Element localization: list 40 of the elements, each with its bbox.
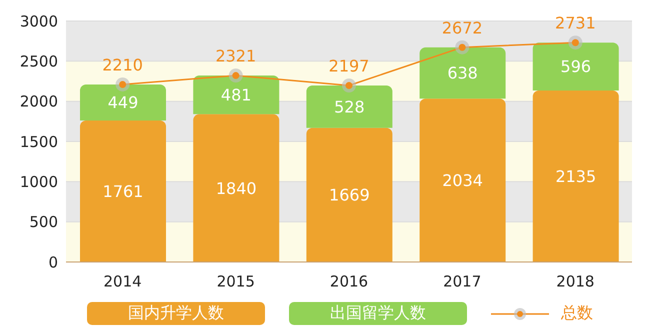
bar: [420, 47, 506, 99]
data-label: 449: [108, 93, 138, 112]
bar: [306, 86, 392, 128]
y-tick-label: 0: [48, 253, 58, 272]
y-tick-label: 3000: [20, 12, 58, 30]
x-tick-label: 2016: [330, 272, 368, 291]
text: 国内升学人数: [87, 302, 265, 325]
x-tick-label: 2015: [216, 272, 255, 291]
text: 出国留学人数: [289, 302, 467, 325]
bar: [193, 76, 280, 114]
y-tick-label: 2500: [20, 52, 58, 70]
bar: [420, 98, 506, 262]
y-tick-label: 1000: [20, 172, 58, 191]
data-label: 1669: [329, 186, 370, 205]
data-label: 2672: [442, 18, 483, 38]
data-label: 1761: [102, 182, 144, 201]
bar: [532, 42, 619, 90]
x-tick-label: 2018: [556, 272, 594, 291]
data-label: 2034: [442, 170, 483, 190]
data-label: 596: [560, 57, 592, 76]
y-tick-label: 500: [29, 213, 58, 232]
x-tick-label: 2014: [104, 272, 142, 291]
x-tick-label: 2017: [443, 272, 482, 291]
data-label: 528: [334, 97, 365, 116]
bar: [532, 90, 619, 262]
bar: [193, 114, 280, 262]
data-label: 2135: [555, 166, 596, 186]
data-label: 2731: [555, 14, 596, 33]
data-label: 638: [447, 64, 478, 83]
y-tick-label: 1500: [20, 132, 58, 151]
bar: [80, 84, 166, 121]
y-tick-label: 2000: [20, 92, 58, 111]
data-label: 2210: [102, 55, 143, 74]
bar: [306, 128, 392, 262]
data-label: 1840: [216, 178, 257, 198]
data-label: 2197: [328, 56, 370, 76]
legend-label: 总数: [561, 303, 593, 324]
data-label: 2321: [215, 46, 256, 66]
data-label: 481: [220, 86, 252, 105]
bar: [80, 120, 166, 262]
